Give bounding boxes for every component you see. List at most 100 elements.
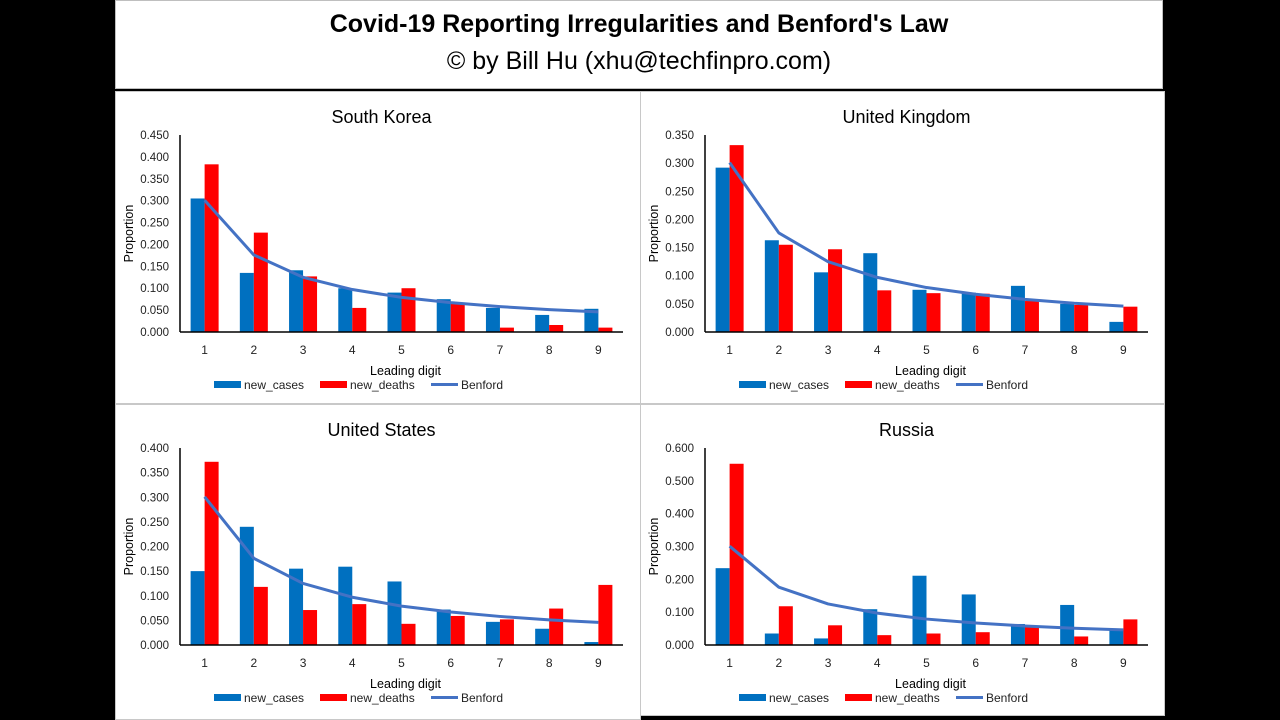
y-tick-label: 0.450 [140, 130, 169, 142]
bar-new-cases [338, 566, 353, 645]
bar-new-cases [814, 638, 829, 645]
benford-line [728, 545, 1124, 632]
bar-new-cases [961, 292, 976, 332]
legend-label: Benford [461, 378, 503, 392]
x-tick-label: 8 [546, 343, 553, 357]
bar-new-deaths [975, 293, 990, 332]
chart-title: Russia [879, 420, 935, 440]
bar-new-deaths [729, 463, 744, 645]
bar-new-deaths [1123, 306, 1138, 332]
x-tick-label: 5 [923, 656, 930, 670]
bar-new-cases [863, 253, 878, 332]
y-tick-label: 0.000 [140, 640, 169, 652]
legend-label: new_deaths [350, 691, 415, 705]
legend-item-new-deaths: new_deaths [845, 378, 940, 392]
y-tick-label: 0.050 [140, 305, 169, 317]
x-tick-label: 2 [250, 656, 257, 670]
chart-panel-united-states: United States 0.000 0.050 0.100 0.150 0.200 0.… [115, 404, 641, 720]
x-tick-label: 9 [595, 343, 602, 357]
bar-new-deaths [975, 632, 990, 645]
bar-new-cases [715, 167, 730, 332]
bar-new-deaths [598, 584, 613, 645]
x-tick-label: 1 [726, 656, 733, 670]
bar-new-deaths [499, 327, 514, 332]
bar-new-cases [1109, 321, 1124, 332]
y-tick-label: 0.100 [665, 607, 694, 619]
bar-new-cases [436, 299, 451, 332]
y-tick-label: 0.000 [665, 640, 694, 652]
x-tick-label: 6 [972, 343, 979, 357]
x-tick-label: 1 [201, 343, 208, 357]
bar-new-cases [584, 308, 599, 332]
y-axis-label: Proportion [122, 518, 136, 576]
bar-new-cases [584, 642, 599, 645]
bar-new-deaths [877, 290, 892, 332]
x-tick-label: 7 [1022, 656, 1029, 670]
y-tick-label: 0.350 [665, 130, 694, 142]
x-tick-label: 5 [398, 656, 405, 670]
bar-new-cases [289, 568, 304, 645]
bar-new-cases [190, 198, 205, 332]
bar-new-cases [485, 621, 500, 645]
x-tick-label: 3 [825, 343, 832, 357]
y-tick-label: 0.000 [140, 327, 169, 339]
chart-panel-united-kingdom: United Kingdom 0.000 0.050 0.100 0.150 0.200 0… [640, 91, 1165, 404]
bar-new-deaths [352, 307, 367, 332]
chart-panel-russia: Russia 0.000 0.100 0.200 0.300 0.400 0.500 0.60… [640, 404, 1165, 716]
y-tick-label: 0.050 [140, 615, 169, 627]
bar-new-cases [436, 609, 451, 645]
y-tick-label: 0.200 [665, 574, 694, 586]
y-tick-label: 0.300 [665, 158, 694, 170]
bar-new-deaths [303, 276, 318, 332]
bar-new-deaths [253, 586, 268, 645]
bar-new-cases [764, 240, 779, 332]
bar-new-cases [387, 581, 402, 645]
bar-new-deaths [549, 608, 564, 645]
y-axis-label: Proportion [122, 205, 136, 263]
bar-new-deaths [1024, 626, 1039, 645]
bar-new-deaths [778, 606, 793, 645]
bar-new-deaths [499, 619, 514, 645]
x-tick-label: 6 [447, 343, 454, 357]
legend-item-Benford: Benford [956, 691, 1028, 705]
y-tick-label: 0.050 [665, 299, 694, 311]
bar-new-deaths [303, 610, 318, 645]
y-tick-label: 0.250 [140, 517, 169, 529]
x-tick-label: 1 [726, 343, 733, 357]
chart-russia: Russia 0.000 0.100 0.200 0.300 0.400 0.500 0.60… [647, 420, 1148, 705]
bar-new-deaths [778, 244, 793, 332]
legend-label: new_deaths [875, 378, 940, 392]
legend-item-new-cases: new_cases [214, 378, 304, 392]
x-tick-label: 8 [1071, 343, 1078, 357]
bar-new-deaths [204, 461, 219, 645]
bar-new-cases [485, 307, 500, 332]
legend-item-Benford: Benford [956, 378, 1028, 392]
x-tick-label: 5 [398, 343, 405, 357]
legend-label: new_deaths [875, 691, 940, 705]
x-tick-label: 6 [447, 656, 454, 670]
legend-swatch-new-deaths [320, 694, 347, 701]
legend-item-new-deaths: new_deaths [320, 691, 415, 705]
y-axis-label: Proportion [647, 518, 661, 576]
x-tick-label: 8 [1071, 656, 1078, 670]
y-tick-label: 0.300 [140, 492, 169, 504]
benford-line [203, 495, 599, 624]
legend-item-new-cases: new_cases [739, 691, 829, 705]
chart-south-korea: South Korea 0.000 0.050 0.100 0.150 0.200 0.25… [122, 107, 623, 392]
x-tick-label: 4 [349, 343, 356, 357]
legend-label: new_cases [244, 378, 304, 392]
y-tick-label: 0.500 [665, 476, 694, 488]
legend-item-new-deaths: new_deaths [320, 378, 415, 392]
bar-new-cases [239, 272, 254, 332]
bar-new-cases [1010, 285, 1025, 332]
chart-united-states: United States 0.000 0.050 0.100 0.150 0.200 0.… [122, 420, 623, 705]
x-tick-label: 6 [972, 656, 979, 670]
x-tick-label: 4 [349, 656, 356, 670]
x-tick-label: 7 [497, 656, 504, 670]
y-tick-label: 0.600 [665, 443, 694, 455]
bar-new-cases [338, 288, 353, 332]
y-tick-label: 0.400 [665, 509, 694, 521]
bar-new-cases [961, 594, 976, 645]
bar-new-cases [1060, 303, 1075, 332]
bar-new-deaths [1074, 304, 1089, 332]
